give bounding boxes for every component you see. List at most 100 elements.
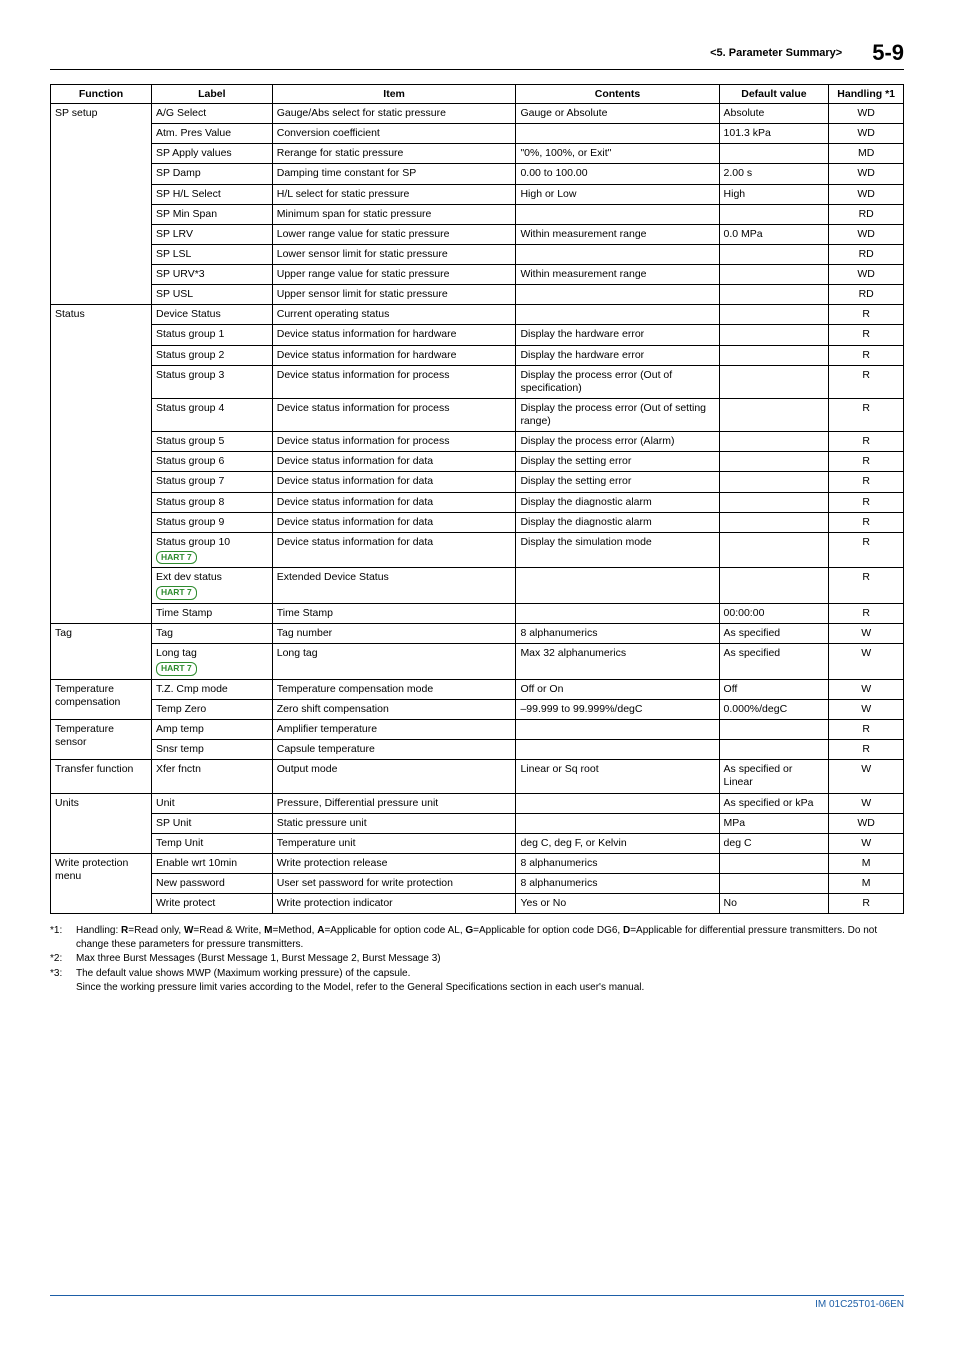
cell-function: Transfer function	[51, 760, 152, 793]
table-row: StatusDevice StatusCurrent operating sta…	[51, 305, 904, 325]
cell-default: 0.000%/degC	[719, 699, 829, 719]
cell-item: Zero shift compensation	[272, 699, 516, 719]
cell-label: Status group 5	[151, 432, 272, 452]
cell-function: Status	[51, 305, 152, 624]
cell-item: Extended Device Status	[272, 568, 516, 604]
footnote-text: Max three Burst Messages (Burst Message …	[76, 952, 441, 966]
cell-handling: M	[829, 853, 904, 873]
col-function: Function	[51, 85, 152, 104]
section-title: <5. Parameter Summary>	[710, 47, 842, 59]
cell-default: 101.3 kPa	[719, 124, 829, 144]
parameter-table: Function Label Item Contents Default val…	[50, 84, 904, 914]
cell-item: Time Stamp	[272, 603, 516, 623]
cell-label: Temp Unit	[151, 833, 272, 853]
cell-handling: R	[829, 740, 904, 760]
cell-item: Upper sensor limit for static pressure	[272, 285, 516, 305]
cell-item: Temperature unit	[272, 833, 516, 853]
cell-item: Device status information for data	[272, 512, 516, 532]
table-row: Status group 3Device status information …	[51, 365, 904, 398]
cell-default	[719, 365, 829, 398]
cell-handling: WD	[829, 124, 904, 144]
cell-handling: W	[829, 793, 904, 813]
footnote-tag: *3:	[50, 967, 76, 981]
cell-contents	[516, 204, 719, 224]
cell-contents	[516, 720, 719, 740]
cell-default: As specified or Linear	[719, 760, 829, 793]
cell-default: As specified	[719, 644, 829, 680]
col-default: Default value	[719, 85, 829, 104]
cell-contents: Within measurement range	[516, 224, 719, 244]
cell-handling: R	[829, 472, 904, 492]
cell-label: Status group 10HART 7	[151, 532, 272, 568]
cell-handling: R	[829, 603, 904, 623]
cell-handling: R	[829, 432, 904, 452]
cell-contents	[516, 124, 719, 144]
cell-handling: R	[829, 532, 904, 568]
cell-item: Device status information for data	[272, 492, 516, 512]
cell-default	[719, 265, 829, 285]
cell-item: Current operating status	[272, 305, 516, 325]
cell-handling: WD	[829, 104, 904, 124]
cell-default	[719, 853, 829, 873]
cell-handling: R	[829, 305, 904, 325]
footnote-row: *2:Max three Burst Messages (Burst Messa…	[50, 952, 904, 966]
cell-default: No	[719, 894, 829, 914]
cell-item: Gauge/Abs select for static pressure	[272, 104, 516, 124]
cell-item: Device status information for process	[272, 398, 516, 431]
table-row: Temp ZeroZero shift compensation–99.999 …	[51, 699, 904, 719]
footnote-row: *1:Handling: R=Read only, W=Read & Write…	[50, 924, 904, 951]
cell-item: User set password for write protection	[272, 874, 516, 894]
cell-contents: Display the hardware error	[516, 345, 719, 365]
cell-contents	[516, 813, 719, 833]
cell-contents	[516, 244, 719, 264]
cell-label: Status group 6	[151, 452, 272, 472]
cell-label: A/G Select	[151, 104, 272, 124]
table-row: Ext dev statusHART 7Extended Device Stat…	[51, 568, 904, 604]
cell-contents: 8 alphanumerics	[516, 853, 719, 873]
cell-default: Absolute	[719, 104, 829, 124]
cell-contents: Off or On	[516, 679, 719, 699]
cell-handling: W	[829, 833, 904, 853]
cell-default	[719, 398, 829, 431]
cell-handling: MD	[829, 144, 904, 164]
cell-default: As specified	[719, 624, 829, 644]
cell-default	[719, 325, 829, 345]
cell-default	[719, 740, 829, 760]
cell-contents: Display the diagnostic alarm	[516, 512, 719, 532]
cell-item: Lower range value for static pressure	[272, 224, 516, 244]
cell-item: Temperature compensation mode	[272, 679, 516, 699]
table-row: Status group 6Device status information …	[51, 452, 904, 472]
cell-handling: WD	[829, 184, 904, 204]
table-row: Write protectWrite protection indicatorY…	[51, 894, 904, 914]
footnote-text: The default value shows MWP (Maximum wor…	[76, 967, 410, 981]
cell-default: 00:00:00	[719, 603, 829, 623]
table-row: SP USLUpper sensor limit for static pres…	[51, 285, 904, 305]
cell-default	[719, 874, 829, 894]
cell-item: H/L select for static pressure	[272, 184, 516, 204]
hart-badge: HART 7	[156, 586, 197, 599]
cell-default	[719, 244, 829, 264]
cell-label: SP Damp	[151, 164, 272, 184]
cell-default	[719, 345, 829, 365]
cell-default: MPa	[719, 813, 829, 833]
cell-contents	[516, 285, 719, 305]
cell-label: Atm. Pres Value	[151, 124, 272, 144]
cell-handling: W	[829, 644, 904, 680]
cell-label: SP URV*3	[151, 265, 272, 285]
cell-handling: WD	[829, 265, 904, 285]
cell-item: Tag number	[272, 624, 516, 644]
footer: IM 01C25T01-06EN	[50, 1295, 904, 1310]
cell-default	[719, 512, 829, 532]
cell-label: Write protect	[151, 894, 272, 914]
cell-default	[719, 720, 829, 740]
table-row: Long tagHART 7Long tagMax 32 alphanumeri…	[51, 644, 904, 680]
cell-item: Capsule temperature	[272, 740, 516, 760]
cell-contents: Display the process error (Alarm)	[516, 432, 719, 452]
cell-item: Amplifier temperature	[272, 720, 516, 740]
cell-contents	[516, 603, 719, 623]
cell-contents: Display the simulation mode	[516, 532, 719, 568]
col-handling: Handling *1	[829, 85, 904, 104]
cell-label: T.Z. Cmp mode	[151, 679, 272, 699]
cell-item: Rerange for static pressure	[272, 144, 516, 164]
table-row: UnitsUnitPressure, Differential pressure…	[51, 793, 904, 813]
